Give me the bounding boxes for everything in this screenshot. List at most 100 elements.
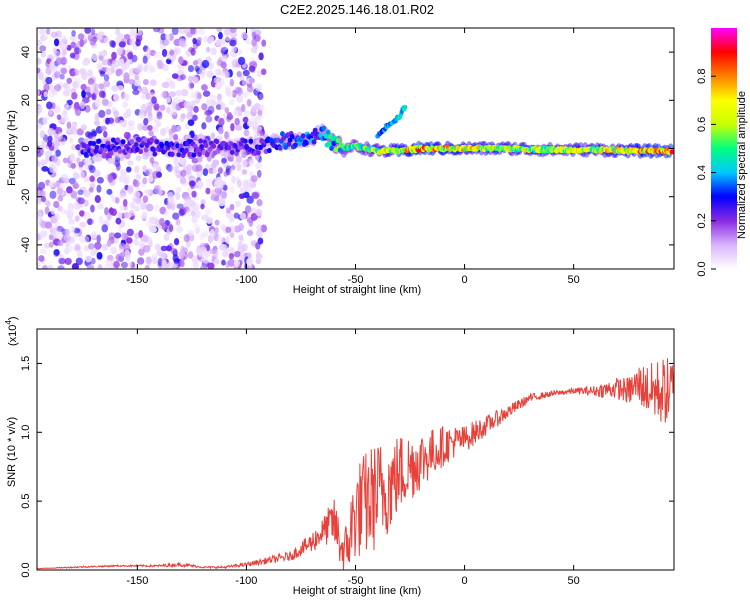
noise-blob [156,109,162,117]
noise-blob [186,111,194,120]
noise-blob [37,197,42,205]
noise-blob [87,218,93,226]
noise-blob [252,120,258,127]
snr-panel: -150 -100 -50 0 50 0.0 0.5 1.0 1.5 Height of st… [4,316,675,597]
noise-blob [136,257,145,265]
noise-blob [153,103,160,111]
noise-blob [190,100,196,108]
noise-blob [111,51,117,60]
noise-blob [123,33,131,40]
noise-blob [246,230,254,237]
noise-blob [191,190,197,198]
noise-blob [160,128,167,137]
noise-blob [216,28,223,33]
noise-blob [129,201,136,209]
noise-blob [236,48,243,56]
noise-blob [119,192,126,200]
noise-blob [190,210,196,217]
noise-blob [179,259,185,268]
noise-blob [153,116,160,125]
colorbar-tick-label: 0.4 [696,165,708,180]
noise-blob [74,243,81,251]
noise-blob [134,67,142,74]
noise-blob [162,261,170,269]
colorbar-tick-label: 0.8 [696,69,708,84]
trace-mark [176,152,182,158]
noise-blob [122,92,130,101]
trace-mark [218,145,224,151]
noise-blob [234,117,240,126]
noise-blob [125,108,132,117]
noise-blob [104,207,109,216]
noise-blob [94,98,101,108]
noise-blob [44,221,53,229]
noise-blob [85,255,92,263]
noise-blob [134,198,143,205]
noise-blob [206,70,214,78]
noise-blob [206,98,212,106]
noise-blob [206,216,214,225]
noise-blob [42,264,48,269]
noise-blob [170,202,176,211]
noise-blob [56,114,62,121]
noise-blob [173,157,179,166]
noise-blob [178,56,184,65]
noise-blob [250,207,257,215]
noise-blob [211,162,217,169]
snr-y-ticks: 0.0 0.5 1.0 1.5 [20,356,674,578]
noise-blob [47,264,54,269]
noise-blob [70,190,78,199]
colorbar-bar [711,28,737,269]
noise-blob [128,261,133,268]
noise-blob [179,74,187,80]
noise-blob [236,163,242,172]
noise-blob [221,259,226,266]
noise-blob [260,224,268,233]
noise-blob [188,81,194,90]
noise-blob [53,200,60,209]
noise-blob [39,45,47,52]
noise-blob [89,175,95,183]
noise-blob [173,133,179,141]
noise-blob [169,80,176,89]
noise-blob [238,234,244,241]
noise-blob [245,37,251,45]
noise-blob [111,60,117,69]
noise-blob [119,120,125,127]
noise-blob [70,126,78,136]
noise-blob [208,167,215,175]
noise-blob [69,70,76,77]
noise-blob [204,109,212,117]
noise-blob [115,28,121,36]
noise-blob [43,242,51,249]
noise-blob [61,48,67,56]
noise-blob [165,96,172,103]
noise-blob [72,202,79,210]
y-tick-label: 0.5 [20,493,32,508]
noise-blob [67,202,74,211]
snr-line-group [37,358,674,570]
noise-blob [120,261,129,269]
noise-blob [108,232,116,240]
noise-blob [113,110,120,118]
noise-blob [128,79,136,85]
noise-blob [114,116,120,124]
noise-blob [114,236,119,245]
noise-blob [37,145,41,154]
noise-blob [156,249,163,256]
trace-mark [266,147,272,154]
noise-blob [229,185,235,194]
noise-blob [91,230,97,239]
noise-blob [129,209,135,217]
noise-blob [47,127,55,136]
noise-blob [103,80,111,88]
noise-blob [89,83,95,92]
noise-blob [202,90,211,97]
trace-mark [133,141,139,148]
noise-blob [261,39,267,47]
noise-blob [135,173,142,180]
noise-blob [215,39,221,47]
noise-blob [206,178,214,187]
y-tick-label: -20 [20,189,32,205]
trace-mark [143,147,149,153]
